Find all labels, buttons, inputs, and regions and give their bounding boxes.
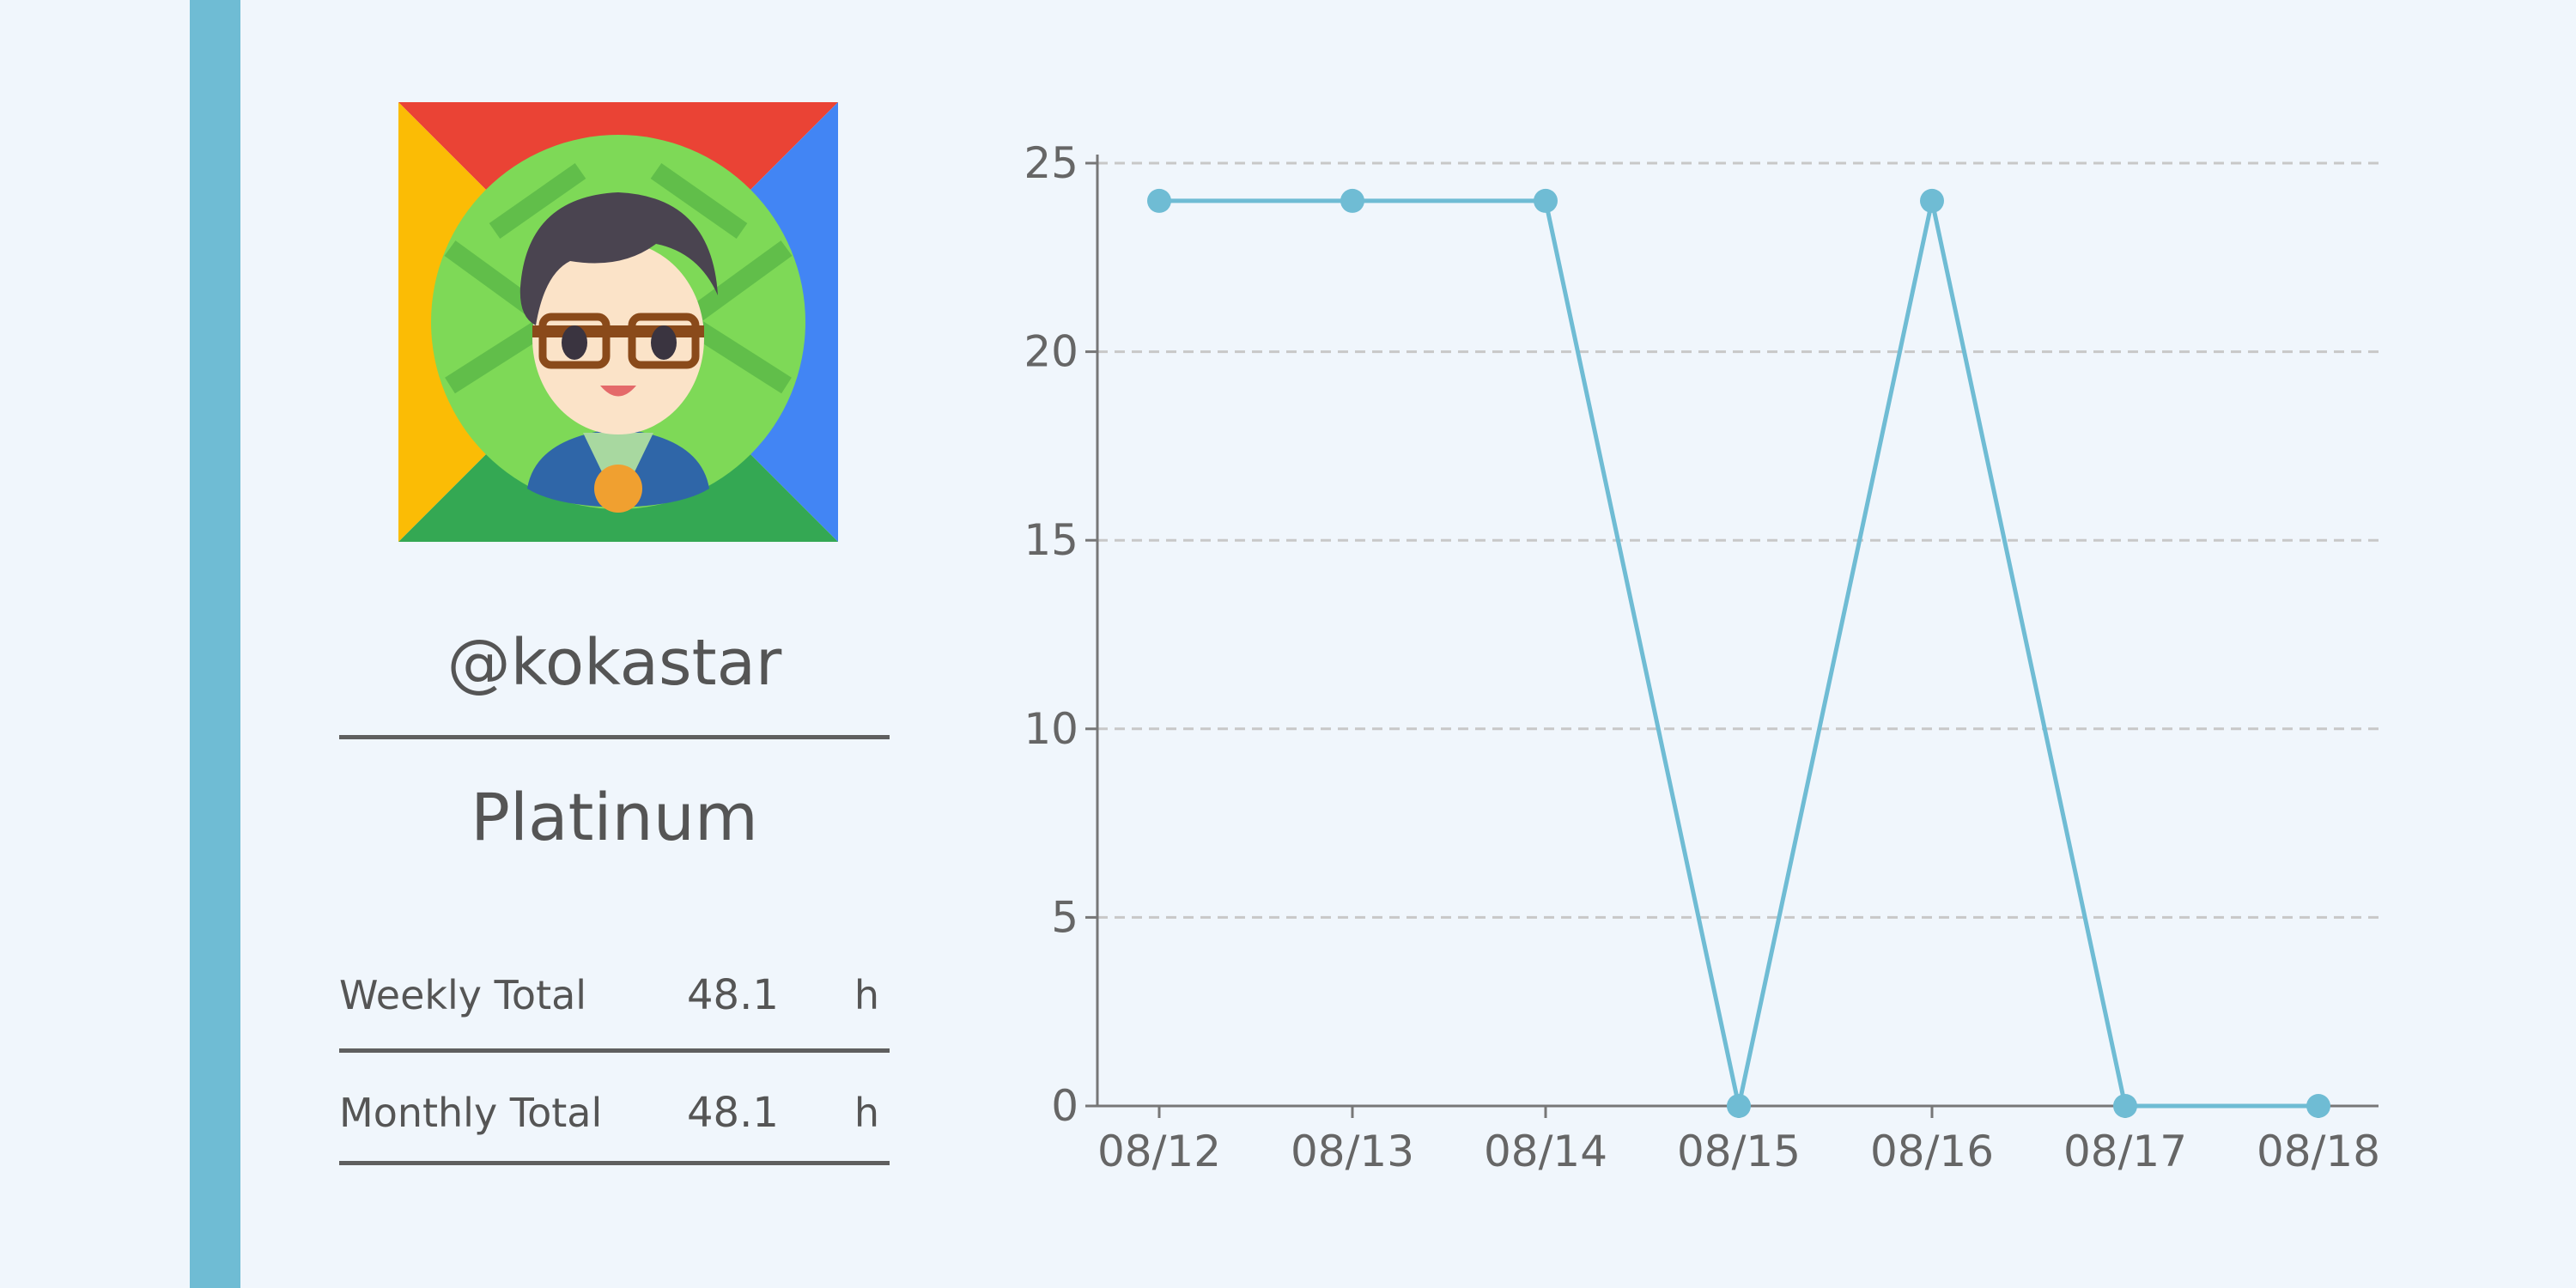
data-point [1920,188,1944,213]
data-point [1727,1094,1751,1118]
monthly-total-row: Monthly Total 48.1 h [339,1078,890,1147]
x-tick-label: 08/16 [1870,1127,1994,1176]
data-point [1534,188,1558,213]
data-point [2306,1094,2330,1118]
y-tick-label: 10 [1024,704,1078,754]
stat-label: Monthly Total [339,1090,603,1136]
monthly-total-divider [339,1161,890,1165]
x-tick-label: 08/12 [1097,1127,1221,1176]
y-tick-label: 15 [1024,515,1078,565]
x-tick-label: 08/13 [1291,1127,1414,1176]
username-divider [339,735,890,739]
daily-hours-chart: 0 5 10 15 20 25 08/12 08/13 08/14 08/15 08/16 08/17… [987,103,2404,1202]
username: @kokastar [447,626,782,700]
rank-label: Platinum [471,779,758,855]
y-tick-label: 25 [1024,138,1078,188]
accent-bar [190,0,240,1288]
weekly-total-divider [339,1048,890,1053]
x-tick-label: 08/14 [1484,1127,1607,1176]
stat-value: 48.1 [687,971,779,1019]
series-line [1159,198,2318,1109]
y-tick-label: 20 [1024,327,1078,377]
data-point [1340,188,1364,213]
line-chart: 0 5 10 15 20 25 08/12 08/13 08/14 08/15 08/16 08/17… [1024,138,2380,1176]
x-tick-label: 08/15 [1677,1127,1801,1176]
stat-unit: h [854,972,879,1018]
stat-label: Weekly Total [339,972,587,1018]
stat-unit: h [854,1090,879,1136]
avatar [398,102,838,542]
data-point [1147,188,1171,213]
y-tick-label: 0 [1051,1081,1078,1131]
y-tick-label: 5 [1051,892,1078,942]
weekly-total-row: Weekly Total 48.1 h [339,961,890,1030]
stat-value: 48.1 [687,1089,779,1137]
x-tick-label: 08/17 [2063,1127,2187,1176]
x-tick-label: 08/18 [2257,1127,2380,1176]
data-point [2113,1094,2137,1118]
